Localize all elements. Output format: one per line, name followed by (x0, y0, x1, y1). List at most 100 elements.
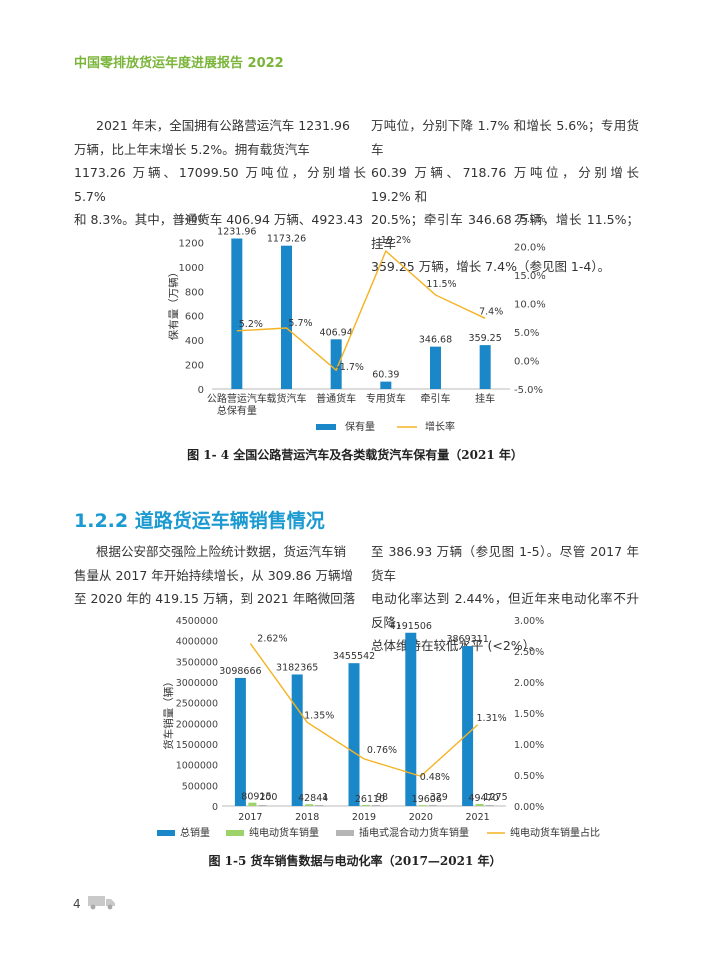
legend-label: 插电式混合动力货车销量 (359, 826, 469, 839)
line-value-label: 7.4% (479, 306, 503, 317)
bar-value-label: 42844 (298, 793, 328, 804)
x-category-label: 挂车 (475, 392, 495, 405)
bar-value-label: 1275 (484, 792, 508, 803)
bar-value-label: 3098666 (219, 666, 261, 677)
bar-holdings (479, 345, 491, 389)
line-value-label: 1.31% (477, 713, 507, 724)
y-tick-label: 3000000 (176, 678, 218, 689)
x-category-label: 公路营运汽车 (207, 392, 267, 405)
bar-total-sales (405, 632, 417, 806)
text-line: 电动化率达到 2.44%，但近年来电动化率不升反降， (371, 591, 639, 630)
legend-label: 纯电动货车销量占比 (510, 826, 600, 839)
y2-tick-label: 3.00% (514, 616, 544, 627)
text-line: 万吨位，分别下降 1.7% 和增长 5.6%；专用货车 (371, 118, 639, 157)
y2-tick-label: 5.0% (514, 328, 539, 339)
bar-phev-sales (315, 804, 324, 806)
section-title: 1.2.2 道路货运车辆销售情况 (74, 510, 325, 532)
text-line: 60.39 万辆、718.76 万吨位，分别增长 19.2% 和 (371, 165, 639, 204)
line-value-label: 11.5% (426, 279, 456, 290)
y-tick-label: 1400 (179, 214, 204, 225)
y2-tick-label: 2.50% (514, 647, 544, 658)
x-category-label: 2019 (352, 812, 376, 823)
legend-label: 增长率 (425, 420, 455, 433)
bar-value-label: 359.25 (469, 333, 502, 344)
text-line: 至 386.93 万辆（参见图 1-5）。尽管 2017 年货车 (371, 544, 639, 583)
y2-tick-label: 15.0% (514, 271, 546, 282)
bar-value-label: 406.94 (320, 327, 353, 338)
bar-holdings (430, 346, 441, 389)
x-category-label: 2018 (295, 812, 319, 823)
line-value-label: 1.35% (304, 710, 334, 721)
chart-fig-1-5: 0 500000 1000000 1500000 2000000 2500000 30000… (157, 616, 600, 839)
bar-value-label: 1173.26 (267, 234, 306, 245)
legend-swatch-bev (226, 830, 244, 836)
y-tick-label: 2000000 (176, 719, 218, 730)
chart-fig-1-4: 0 200 400 600 800 1000 1200 1400 -5.0% 0.0% 5.0% 10… (167, 214, 546, 433)
y-tick-label: 200 (185, 361, 204, 372)
x-category-label: 普通货车 (316, 392, 356, 405)
bar-holdings (231, 238, 243, 389)
legend-label: 总销量 (180, 826, 210, 839)
bar-phev-sales (485, 804, 494, 806)
y2-tick-label: 0.0% (514, 357, 539, 368)
bar-total-sales (234, 677, 246, 806)
legend-swatch-phev (336, 830, 354, 836)
legend-swatch-total (157, 830, 175, 836)
legend-swatch-holdings (316, 424, 336, 430)
bar-holdings (281, 245, 292, 389)
text-line: 万辆，比上年末增长 5.2%。拥有载货汽车 (74, 141, 310, 157)
x-category-label: 2020 (409, 812, 433, 823)
line-value-label: -1.7% (336, 362, 364, 373)
y-tick-label: 2500000 (176, 699, 218, 710)
y2-tick-label: 10.0% (514, 300, 546, 311)
figure-caption-1-4: 图 1- 4 全国公路营运汽车及各类载货汽车保有量（2021 年） (187, 448, 523, 462)
y2-tick-label: 1.00% (514, 740, 544, 751)
text-line: 至 2020 年的 419.15 万辆，到 2021 年略微回落 (74, 591, 356, 606)
bar-phev-sales (428, 804, 437, 806)
bar-total-sales (462, 646, 474, 806)
bar-value-label: 26110 (355, 794, 385, 805)
line-value-label: 0.76% (367, 745, 397, 756)
bar-value-label: 3869311 (446, 634, 488, 645)
x-category-label: 载货汽车 (267, 392, 307, 405)
y-tick-label: 1000000 (176, 761, 218, 772)
bar-value-label: 3455542 (333, 651, 375, 662)
x-category-label: 2017 (238, 812, 262, 823)
y-axis-label: 保有量（万辆） (167, 267, 180, 341)
line-value-label: 5.2% (239, 319, 263, 330)
bar-bev-sales (305, 804, 314, 806)
y2-tick-label: -5.0% (514, 385, 543, 396)
ev-share-line (249, 643, 479, 778)
bar-value-label: 346.68 (419, 335, 452, 346)
y-tick-label: 400 (185, 336, 204, 347)
text-line: 根据公安部交强险上险统计数据，货运汽车销 (96, 544, 347, 559)
legend-label: 保有量 (345, 420, 375, 433)
bar-phev-sales (372, 804, 380, 806)
y2-tick-label: 2.00% (514, 678, 544, 689)
y2-tick-label: 20.0% (514, 243, 546, 254)
x-category-label: 牵引车 (421, 392, 451, 405)
bar-bev-sales (475, 803, 484, 806)
section1-left-paragraph: 2021 年末，全国拥有公路营运汽车 1231.96 万辆，比上年末增长 5.2… (74, 114, 366, 232)
bar-value-label: 98 (376, 792, 388, 803)
section1-right-paragraph: 万吨位，分别下降 1.7% 和增长 5.6%；专用货车 60.39 万辆、718… (371, 114, 639, 279)
bar-value-label: 80915 (241, 792, 271, 803)
bar-value-label: 3182365 (276, 662, 318, 673)
bar-bev-sales (418, 805, 427, 807)
report-header-title: 中国零排放货运年度进展报告 2022 (74, 56, 284, 71)
y-tick-label: 3500000 (176, 657, 218, 668)
text-line: 售量从 2017 年开始持续增长，从 309.86 万辆增 (74, 567, 353, 583)
bar-value-label: 49470 (468, 793, 498, 804)
truck-icon (88, 896, 115, 910)
y2-tick-label: 25.0% (514, 214, 546, 225)
bar-value-label: 60.39 (372, 370, 399, 381)
x-category-label: 2021 (466, 812, 490, 823)
x-category-label: 专用货车 (366, 392, 406, 405)
y-tick-label: 1500000 (176, 740, 218, 751)
growth-rate-line (236, 249, 486, 372)
bar-total-sales (291, 674, 303, 806)
y-tick-label: 0 (212, 802, 218, 813)
bar-value-label: 19606 (412, 794, 442, 805)
line-value-label: 0.48% (420, 772, 450, 783)
y-tick-label: 0 (198, 385, 204, 396)
